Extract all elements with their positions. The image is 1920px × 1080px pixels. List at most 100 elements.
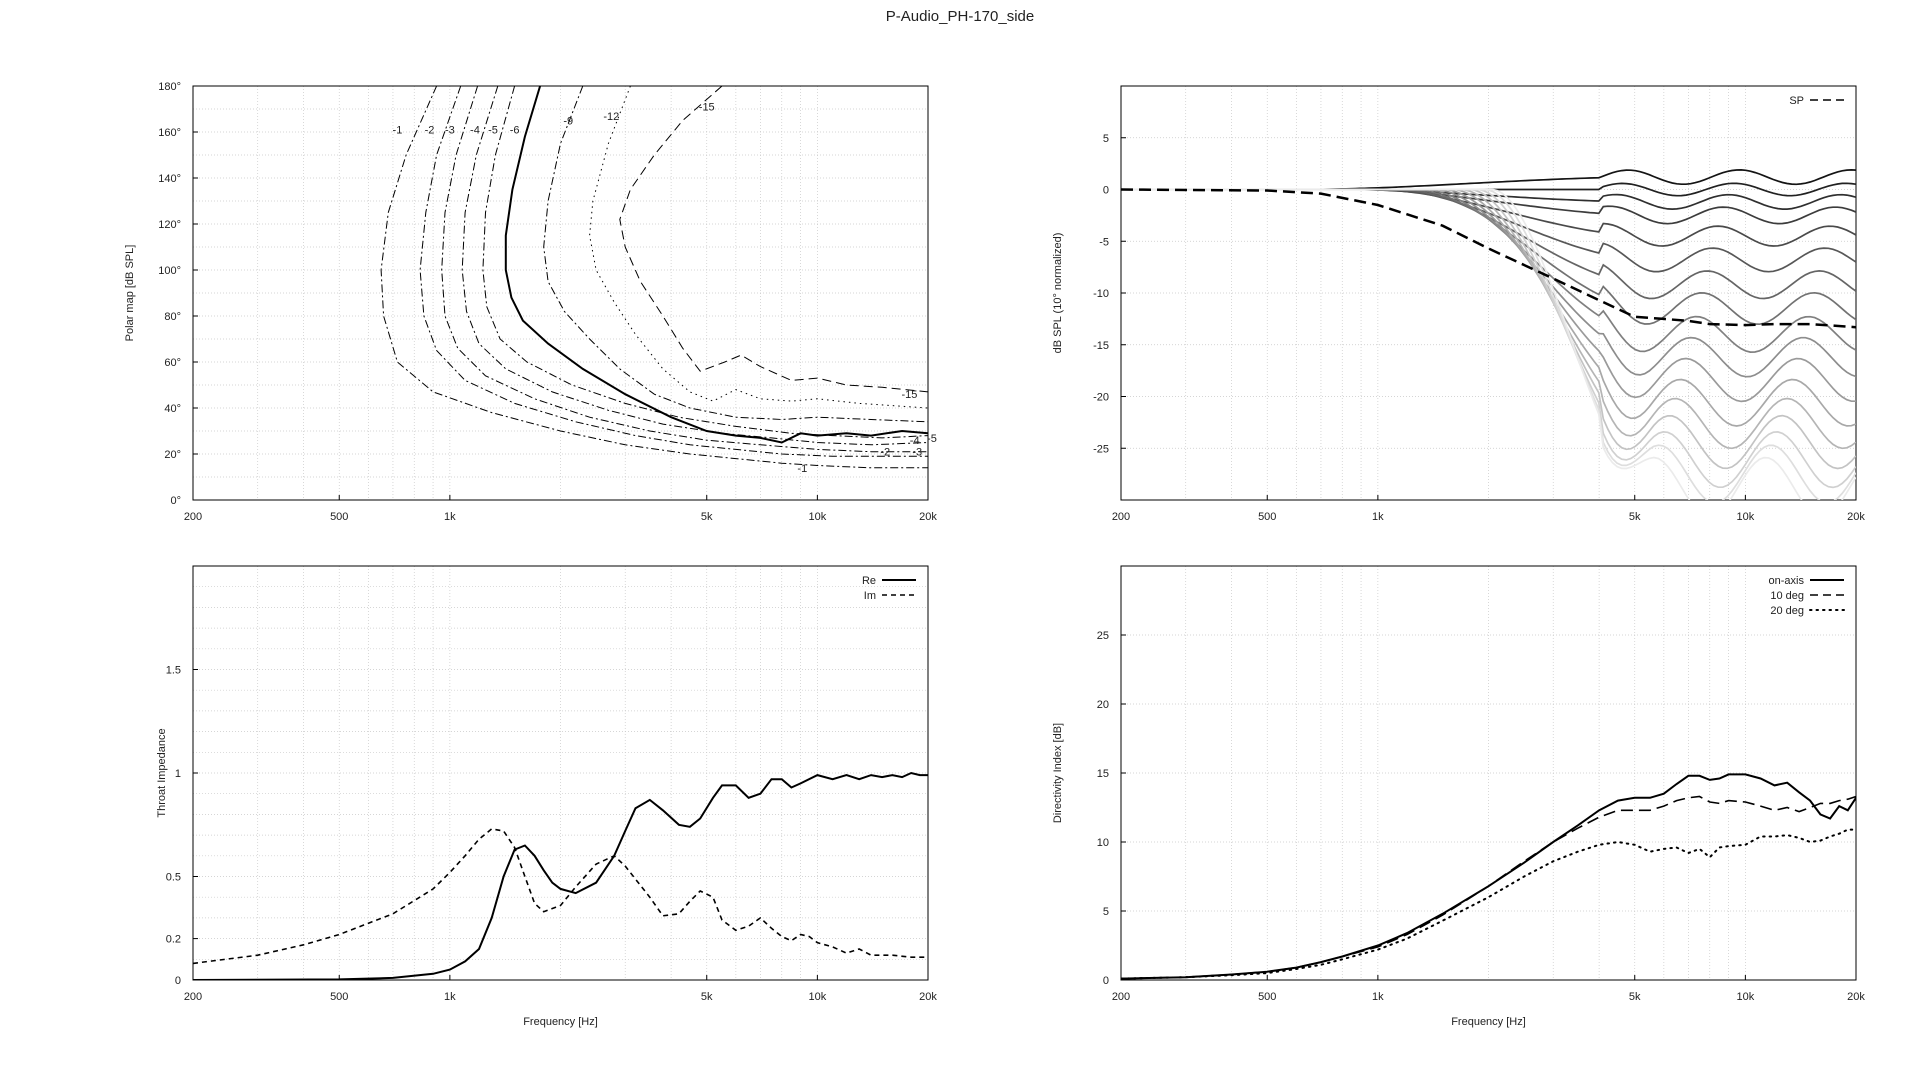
x-tick-label: 500 xyxy=(1258,511,1276,523)
x-axis-label: Frequency [Hz] xyxy=(523,1016,598,1028)
contour-label: -4 xyxy=(910,435,920,447)
x-tick-label: 5k xyxy=(701,511,713,523)
contour-label: -6 xyxy=(510,125,520,137)
contour-label: -12 xyxy=(603,111,619,123)
y-axis-label: dB SPL (10° normalized) xyxy=(1052,233,1064,354)
x-tick-label: 200 xyxy=(184,511,202,523)
y-tick-label: 180° xyxy=(158,81,181,93)
y-tick-label: 0 xyxy=(175,975,181,987)
contour-line xyxy=(589,86,928,409)
x-tick-label: 500 xyxy=(1258,991,1276,1003)
contour-label: -3 xyxy=(445,125,455,137)
y-tick-label: 0° xyxy=(170,495,181,507)
x-tick-label: 20k xyxy=(919,991,937,1003)
x-tick-label: 10k xyxy=(1736,991,1754,1003)
x-tick-label: 200 xyxy=(1112,991,1130,1003)
legend: SP xyxy=(1789,95,1844,107)
x-tick-label: 20k xyxy=(1847,511,1865,523)
contour-label: -9 xyxy=(563,116,573,128)
legend-label: SP xyxy=(1789,95,1804,107)
y-tick-label: 1 xyxy=(175,768,181,780)
x-axis-label: Frequency [Hz] xyxy=(1451,1016,1526,1028)
x-tick-label: 200 xyxy=(1112,511,1130,523)
contour-label: -2 xyxy=(425,125,435,137)
plot-frame xyxy=(192,85,929,501)
y-tick-label: 80° xyxy=(164,311,181,323)
contour-line xyxy=(380,86,928,469)
fan-curve xyxy=(1121,188,1856,378)
x-tick-label: 5k xyxy=(1629,991,1641,1003)
x-tick-label: 500 xyxy=(330,991,348,1003)
series-line-im xyxy=(193,828,928,965)
x-tick-label: 500 xyxy=(330,511,348,523)
x-tick-label: 5k xyxy=(1629,511,1641,523)
chart-polar_map: 200 500 1k 5k 10k 20k 0° 20° 40° 60° 80° 100° 120° 14… xyxy=(124,81,937,523)
chart-throat_impedance: 200 500 1k 5k 10k 20k 0 0.2 0.5 1 1.5 Frequency [Hz… xyxy=(156,565,937,1028)
legend-label: 20 deg xyxy=(1770,605,1804,617)
x-tick-label: 1k xyxy=(444,511,456,523)
legend-label: Im xyxy=(864,590,876,602)
x-tick-label: 20k xyxy=(919,511,937,523)
plot-area xyxy=(193,771,928,980)
y-tick-label: -10 xyxy=(1093,288,1109,300)
grid xyxy=(1121,566,1856,980)
fan-curve xyxy=(1121,188,1856,300)
y-tick-label: 140° xyxy=(158,173,181,185)
y-tick-label: 40° xyxy=(164,403,181,415)
y-tick-label: 0.2 xyxy=(166,934,181,946)
y-tick-label: 5 xyxy=(1103,133,1109,145)
y-tick-label: 20° xyxy=(164,449,181,461)
fan-curve xyxy=(1121,188,1856,450)
y-tick-label: 10 xyxy=(1097,837,1109,849)
plot-area xyxy=(1121,773,1856,980)
y-axis-label: Directivity Index [dB] xyxy=(1052,723,1064,823)
grid xyxy=(193,86,928,500)
x-tick-label: 1k xyxy=(1372,511,1384,523)
contour-label: -4 xyxy=(470,125,480,137)
x-tick-label: 5k xyxy=(701,991,713,1003)
y-tick-label: -25 xyxy=(1093,443,1109,455)
x-tick-label: 200 xyxy=(184,991,202,1003)
x-tick-label: 10k xyxy=(808,511,826,523)
y-tick-label: 1.5 xyxy=(166,665,181,677)
y-tick-label: 5 xyxy=(1103,906,1109,918)
contour-label: -15 xyxy=(901,389,917,401)
x-tick-label: 10k xyxy=(808,991,826,1003)
y-axis-label: Throat Impedance xyxy=(156,728,168,817)
y-tick-label: 20 xyxy=(1097,699,1109,711)
contour-label: -2 xyxy=(880,447,890,459)
legend-label: on-axis xyxy=(1769,575,1805,587)
contour-label: -3 xyxy=(912,447,922,459)
contour-label: -1 xyxy=(797,463,807,475)
y-tick-label: 0 xyxy=(1103,185,1109,197)
contour-line xyxy=(419,86,928,457)
chart-normalized_spl: 200 500 1k 5k 10k 20k -25 -20 -15 -10 -5 0 5 dB SPL (… xyxy=(1052,85,1865,523)
contour-line xyxy=(461,86,928,446)
page-title: P-Audio_PH-170_side xyxy=(885,8,1035,25)
x-tick-label: 10k xyxy=(1736,511,1754,523)
series-line-10-deg xyxy=(1121,795,1856,980)
x-tick-label: 1k xyxy=(1372,991,1384,1003)
contour-line xyxy=(504,86,928,444)
y-tick-label: 15 xyxy=(1097,768,1109,780)
plot-area xyxy=(380,86,928,469)
contour-line xyxy=(482,86,928,439)
plot-area xyxy=(1121,169,1856,500)
series-line-20-deg xyxy=(1121,828,1856,980)
y-tick-label: -5 xyxy=(1099,236,1109,248)
legend-label: 10 deg xyxy=(1770,590,1804,602)
y-axis-label: Polar map [dB SPL] xyxy=(124,245,136,342)
y-tick-label: 25 xyxy=(1097,630,1109,642)
y-tick-label: 0.5 xyxy=(166,872,181,884)
y-tick-label: -20 xyxy=(1093,392,1109,404)
y-tick-label: 100° xyxy=(158,265,181,277)
contour-line xyxy=(543,86,928,423)
legend: on-axis 10 deg 20 deg xyxy=(1769,575,1845,617)
y-tick-label: 160° xyxy=(158,127,181,139)
chart-directivity_index: 200 500 1k 5k 10k 20k 0 5 10 15 20 25 Frequency [Hz]… xyxy=(1052,565,1865,1028)
y-tick-label: 0 xyxy=(1103,975,1109,987)
legend: Re Im xyxy=(862,575,916,602)
contour-label: -5 xyxy=(927,433,937,445)
y-tick-label: 60° xyxy=(164,357,181,369)
contour-line xyxy=(619,86,928,393)
